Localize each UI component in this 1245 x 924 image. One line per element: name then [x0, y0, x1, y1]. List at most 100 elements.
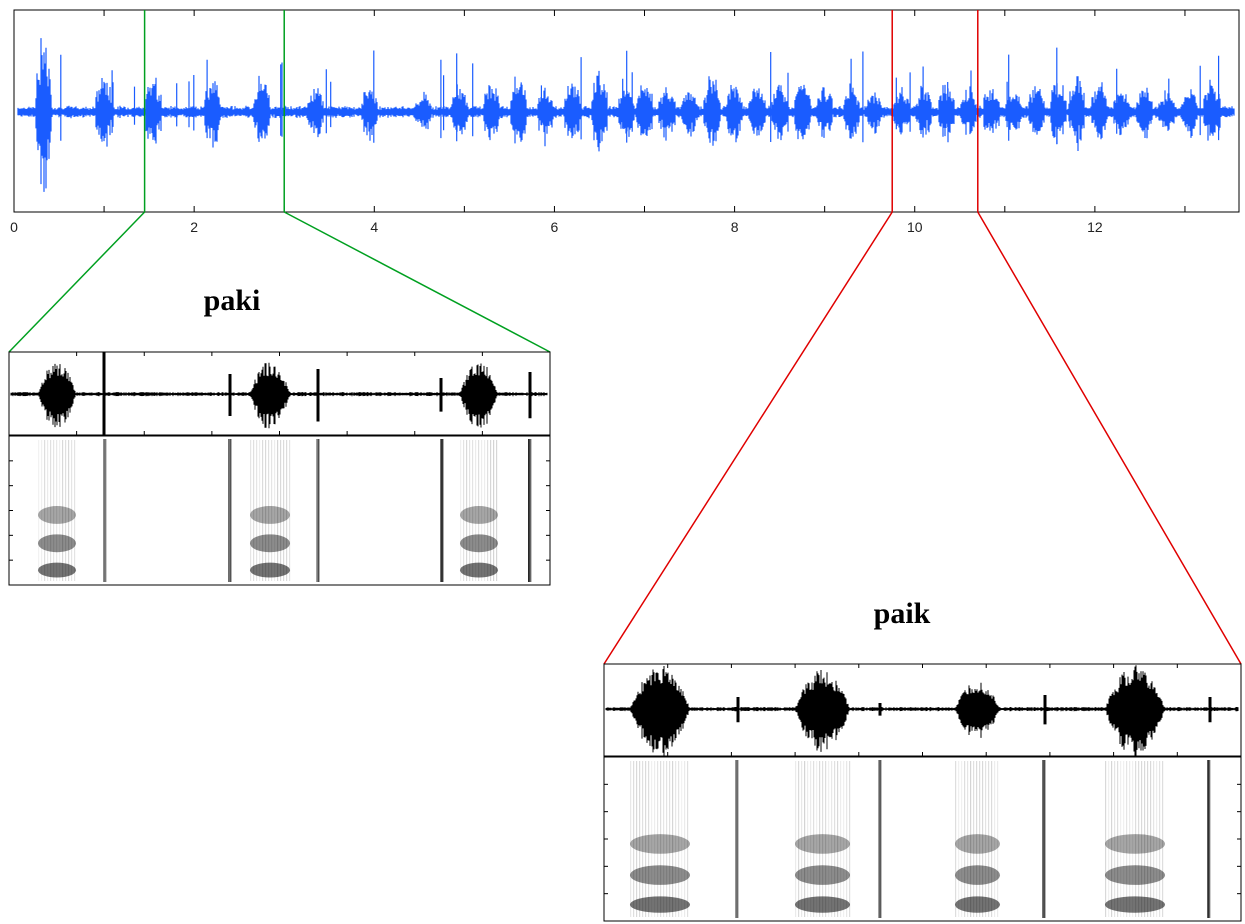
spec-striation — [672, 761, 674, 917]
spec-striation — [997, 761, 999, 917]
spec-click — [1208, 760, 1210, 918]
spec-click — [440, 439, 442, 582]
spec-formant — [460, 506, 498, 524]
spec-click — [529, 439, 531, 582]
spec-formant — [250, 562, 290, 578]
spec-striation — [831, 761, 833, 917]
spec-striation — [633, 761, 635, 917]
x-tick-label: 0 — [10, 219, 18, 235]
spec-striation — [642, 761, 644, 917]
spec-formant — [460, 562, 498, 578]
spec-striation — [466, 440, 468, 581]
spec-striation — [657, 761, 659, 917]
spec-striation — [958, 761, 960, 917]
spec-click — [316, 439, 318, 582]
main-waveform-panel: 0 2 4 6 8 10 12 — [10, 9, 1240, 235]
x-tick-label: 8 — [731, 219, 739, 235]
spec-striation — [283, 440, 285, 581]
inset-paik-ticks — [604, 664, 1241, 895]
spec-formant — [795, 834, 850, 854]
spec-click — [878, 760, 880, 918]
spec-striation — [961, 761, 963, 917]
inset-paik-waveform — [605, 665, 1239, 758]
spec-striation — [669, 761, 671, 917]
spec-click — [318, 439, 320, 582]
spec-formant — [250, 506, 290, 524]
x-tick-label: 4 — [370, 219, 378, 235]
spec-striation — [798, 761, 800, 917]
x-tick-label: 6 — [551, 219, 559, 235]
spec-click — [1207, 760, 1209, 918]
spec-striation — [1132, 761, 1134, 917]
zoom-connectors — [8, 10, 1242, 665]
spec-striation — [651, 761, 653, 917]
spec-striation — [1117, 761, 1119, 917]
spec-striation — [50, 440, 52, 581]
spec-striation — [828, 761, 830, 917]
spec-striation — [484, 440, 486, 581]
spec-click — [737, 760, 739, 918]
spec-striation — [71, 440, 73, 581]
spec-click — [528, 439, 530, 582]
spec-formant — [795, 865, 850, 885]
zoom-line-right-paki — [283, 211, 551, 353]
spec-striation — [843, 761, 845, 917]
spec-formant — [250, 534, 290, 553]
spec-click — [104, 439, 106, 582]
spec-striation — [1111, 761, 1113, 917]
spec-striation — [807, 761, 809, 917]
spec-striation — [268, 440, 270, 581]
spec-click — [229, 439, 231, 582]
spec-striation — [795, 761, 797, 917]
spec-striation — [1114, 761, 1116, 917]
spec-striation — [687, 761, 689, 917]
spec-formant — [38, 506, 76, 524]
spec-click — [228, 439, 230, 582]
spec-striation — [810, 761, 812, 917]
spec-striation — [681, 761, 683, 917]
spec-striation — [487, 440, 489, 581]
spec-striation — [801, 761, 803, 917]
spec-striation — [684, 761, 686, 917]
x-tick-label: 2 — [190, 219, 198, 235]
spec-formant — [795, 896, 850, 913]
spec-striation — [271, 440, 273, 581]
spec-striation — [253, 440, 255, 581]
spec-formant — [38, 562, 76, 578]
spec-striation — [463, 440, 465, 581]
spec-striation — [259, 440, 261, 581]
spec-click — [735, 760, 737, 918]
spec-striation — [666, 761, 668, 917]
word-label-paik: paik — [874, 597, 931, 630]
spec-click — [880, 760, 882, 918]
spec-striation — [816, 761, 818, 917]
spec-striation — [976, 761, 978, 917]
spec-click — [442, 439, 444, 582]
spec-formant — [955, 865, 1000, 885]
spec-striation — [472, 440, 474, 581]
spec-click — [530, 439, 532, 582]
spec-striation — [277, 440, 279, 581]
spec-striation — [1108, 761, 1110, 917]
spec-striation — [1147, 761, 1149, 917]
spec-striation — [840, 761, 842, 917]
spec-striation — [819, 761, 821, 917]
spec-striation — [846, 761, 848, 917]
spec-striation — [982, 761, 984, 917]
spec-striation — [639, 761, 641, 917]
spec-click — [1044, 760, 1046, 918]
main-waveform — [17, 38, 1235, 192]
inset-paki-spectrogram — [38, 439, 532, 582]
spec-striation — [280, 440, 282, 581]
spec-striation — [985, 761, 987, 917]
spec-striation — [1156, 761, 1158, 917]
spec-click — [103, 439, 105, 582]
spec-striation — [967, 761, 969, 917]
spec-formant — [630, 834, 690, 854]
zoom-line-left-paik — [603, 211, 893, 665]
spec-striation — [481, 440, 483, 581]
spec-striation — [65, 440, 67, 581]
spec-striation — [1129, 761, 1131, 917]
inset-paki-ticks — [9, 352, 550, 561]
spec-click — [1042, 760, 1044, 918]
